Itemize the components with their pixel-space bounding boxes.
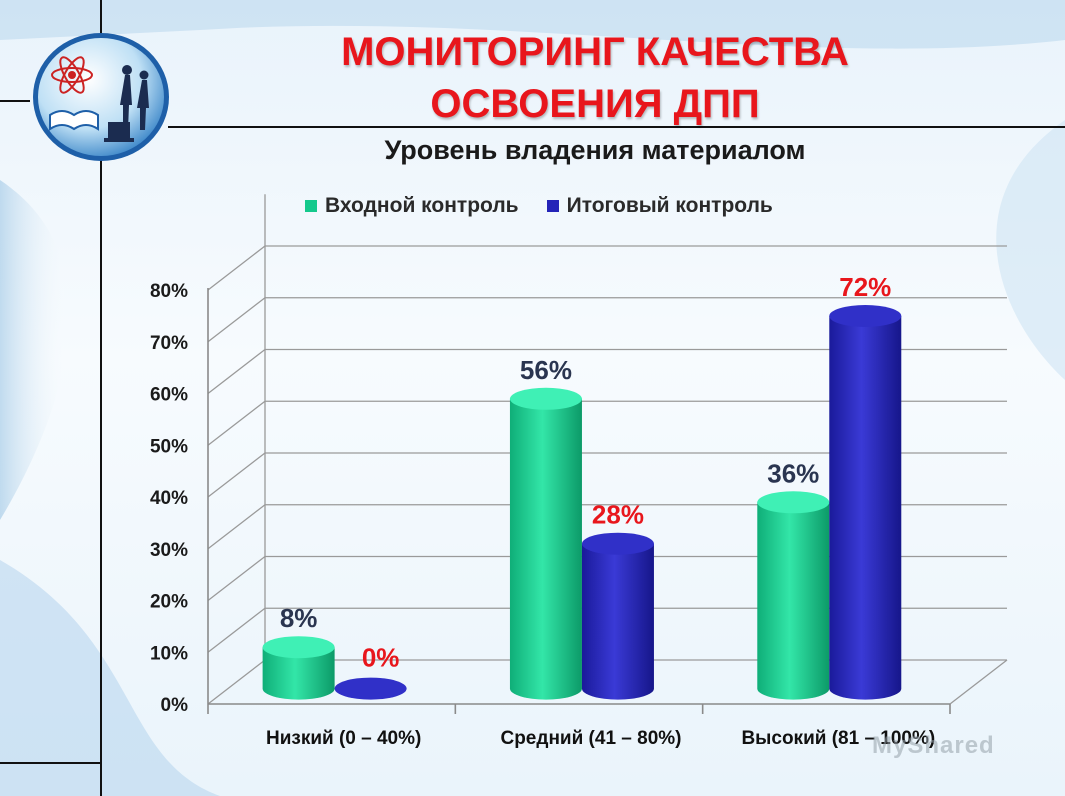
y-tick-label: 80% bbox=[150, 281, 188, 302]
legend-label-entry: Входной контроль bbox=[325, 194, 519, 217]
bar-final-1 bbox=[581, 532, 654, 700]
bar-entry-1 bbox=[509, 387, 582, 700]
frame-line-top bbox=[0, 100, 30, 102]
slide-title-line2: ОСВОЕНИЯ ДПП bbox=[430, 82, 760, 126]
y-tick-label: 40% bbox=[150, 488, 188, 509]
x-category-label: Высокий (81 – 100%) bbox=[741, 728, 935, 749]
frame-line-left-lower bbox=[100, 160, 102, 796]
y-tick-label: 50% bbox=[150, 436, 188, 457]
bar-final-0 bbox=[334, 677, 407, 700]
gridline-depth bbox=[207, 504, 266, 550]
legend-item-final: Итоговый контроль bbox=[546, 194, 773, 218]
y-tick-label: 60% bbox=[150, 385, 188, 406]
data-label-entry: 56% bbox=[520, 355, 572, 385]
legend-swatch-final bbox=[546, 200, 559, 212]
slide-title-line1: МОНИТОРИНГ КАЧЕСТВА bbox=[341, 30, 849, 74]
bar-entry-0 bbox=[262, 636, 335, 700]
watermark: MyShared bbox=[872, 732, 995, 759]
data-label-final: 28% bbox=[592, 500, 644, 530]
gridline-depth bbox=[207, 400, 266, 446]
y-tick-label: 30% bbox=[150, 540, 188, 561]
y-tick-label: 0% bbox=[161, 695, 189, 716]
data-label-final: 72% bbox=[839, 272, 891, 302]
legend-swatch-entry bbox=[305, 200, 317, 212]
data-label-entry: 36% bbox=[767, 458, 819, 488]
data-label-entry: 8% bbox=[280, 603, 318, 633]
slide-title: МОНИТОРИНГ КАЧЕСТВА ОСВОЕНИЯ ДПП bbox=[200, 26, 990, 130]
data-label-final: 0% bbox=[362, 643, 400, 673]
gridline-depth bbox=[207, 452, 266, 498]
chart-legend: Входной контроль Итоговый контроль bbox=[305, 192, 773, 220]
x-category-label: Средний (41 – 80%) bbox=[500, 728, 681, 749]
floor-right-edge bbox=[949, 659, 1008, 705]
chart-title: Уровень владения материалом bbox=[384, 135, 806, 165]
logo-globe bbox=[33, 33, 169, 161]
y-tick-label: 70% bbox=[150, 333, 188, 354]
bar-final-2 bbox=[829, 305, 902, 700]
gridline-depth bbox=[207, 607, 266, 653]
gridline-depth bbox=[207, 297, 266, 343]
frame-line-header bbox=[168, 126, 1065, 128]
gridline-depth bbox=[207, 245, 266, 291]
legend-item-entry: Входной контроль bbox=[305, 194, 519, 218]
bar-entry-2 bbox=[757, 491, 830, 700]
frame-line-left bbox=[100, 0, 102, 40]
legend-label-final: Итоговый контроль bbox=[566, 194, 773, 217]
gridline-depth bbox=[207, 659, 266, 705]
frame-line-bottom bbox=[0, 762, 100, 764]
y-tick-label: 10% bbox=[150, 643, 188, 664]
gridline-depth bbox=[207, 555, 266, 602]
gridline-depth bbox=[207, 348, 266, 395]
x-category-label: Низкий (0 – 40%) bbox=[266, 728, 421, 749]
y-tick-label: 20% bbox=[150, 592, 188, 613]
